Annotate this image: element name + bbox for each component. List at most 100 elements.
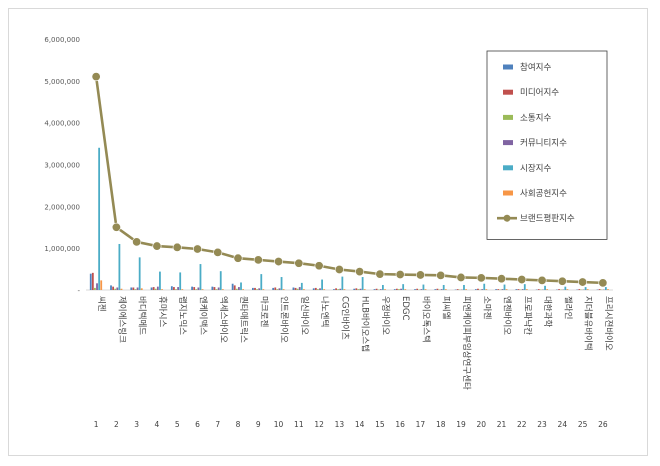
bar [154, 288, 157, 290]
legend-swatch [503, 140, 513, 146]
bar [474, 289, 477, 290]
bar [298, 287, 301, 290]
bar [280, 277, 283, 290]
bar [525, 289, 528, 290]
line-point [213, 247, 223, 257]
legend-entry-label: 참여지수 [520, 62, 551, 73]
x-index-label: 26 [598, 420, 608, 429]
bar [91, 272, 94, 290]
line-point [233, 253, 243, 263]
x-category-label: CG인바이츠 [339, 296, 350, 340]
bar [159, 271, 161, 290]
bar [335, 288, 337, 290]
x-category-label: 소마젠 [481, 296, 491, 320]
line-point [598, 278, 608, 288]
bar [353, 288, 356, 290]
bar [381, 284, 384, 290]
bar [497, 289, 500, 290]
bar [156, 286, 159, 290]
bar [343, 289, 346, 290]
bar-series [89, 147, 609, 290]
line-point [557, 276, 567, 286]
x-category-label: 엑세스바이오 [218, 296, 229, 343]
bar [114, 288, 117, 290]
bar [235, 288, 238, 290]
bar [292, 287, 295, 290]
x-index-label: 23 [537, 420, 547, 429]
line-point [192, 244, 202, 254]
bar [130, 287, 133, 290]
bar [177, 287, 180, 290]
bar [414, 289, 416, 290]
bar [317, 289, 319, 290]
bar [197, 287, 200, 290]
legend-entry-label: 시장지수 [520, 163, 551, 174]
bar [282, 289, 285, 290]
x-axis-labels: 씨젠 1 제이에스링크 2 바디텍메드 3 휴마시스 4 랩지노믹스 5 엔케이맥스 6 엑세스바이오 7… [94, 296, 614, 429]
bar [278, 288, 281, 290]
bar [442, 284, 445, 290]
bar [314, 287, 317, 290]
x-index-label: 4 [155, 420, 160, 429]
line-point [517, 275, 527, 285]
bar [495, 289, 498, 290]
bar [521, 289, 524, 290]
legend-entry-label: 소통지수 [520, 113, 551, 123]
x-category-label: 엔케이맥스 [197, 296, 208, 335]
bar [436, 288, 439, 290]
bar [199, 264, 202, 290]
legend-entry-label: 브랜드평판지수 [520, 213, 575, 224]
x-index-label: 3 [134, 420, 139, 429]
x-category-label: 일신바이오 [299, 296, 310, 335]
line-point [355, 267, 365, 277]
bar [420, 289, 423, 290]
x-index-label: 8 [236, 420, 241, 429]
bar [150, 287, 153, 290]
line-point [91, 72, 101, 82]
bar [120, 288, 123, 290]
bar [564, 286, 567, 290]
y-tick-label: - [77, 287, 80, 295]
bar [217, 287, 220, 290]
legend-swatch [503, 114, 513, 120]
x-category-label: 나노엔텍 [319, 296, 330, 327]
bar [110, 285, 112, 290]
bar [546, 289, 549, 290]
line-point [294, 258, 304, 268]
x-category-label: 우정바이오 [380, 296, 391, 335]
bar [256, 289, 258, 290]
bar [434, 289, 437, 290]
bar [272, 287, 275, 290]
x-category-label: 프로파낙칸 [522, 296, 533, 335]
bar [170, 286, 173, 290]
bar [483, 283, 486, 290]
line-point [436, 270, 446, 280]
bar [337, 289, 340, 290]
x-index-label: 12 [314, 420, 324, 429]
x-category-label: 지더블유바이텍 [583, 296, 594, 351]
x-index-label: 14 [355, 420, 365, 429]
bar [444, 289, 447, 290]
legend-swatch [503, 64, 513, 70]
x-index-label: 7 [215, 420, 220, 429]
bar [138, 257, 141, 290]
x-index-label: 25 [578, 420, 588, 429]
bar [116, 287, 119, 290]
bar [501, 289, 504, 290]
bar [339, 288, 342, 290]
y-tick-label: 1,000,000 [44, 245, 80, 253]
legend-line-marker [503, 214, 511, 222]
bar [456, 289, 459, 290]
x-category-label: 대한과학 [542, 296, 553, 327]
bar [118, 243, 121, 290]
bar [276, 289, 279, 290]
line-point [415, 270, 425, 280]
line-point [375, 269, 385, 279]
line-point [395, 270, 405, 280]
bar [503, 284, 506, 290]
x-index-label: 1 [94, 420, 99, 429]
y-tick-label: 2,000,000 [44, 203, 80, 211]
bar [132, 287, 135, 290]
bar [607, 289, 609, 290]
line-point [537, 275, 547, 285]
